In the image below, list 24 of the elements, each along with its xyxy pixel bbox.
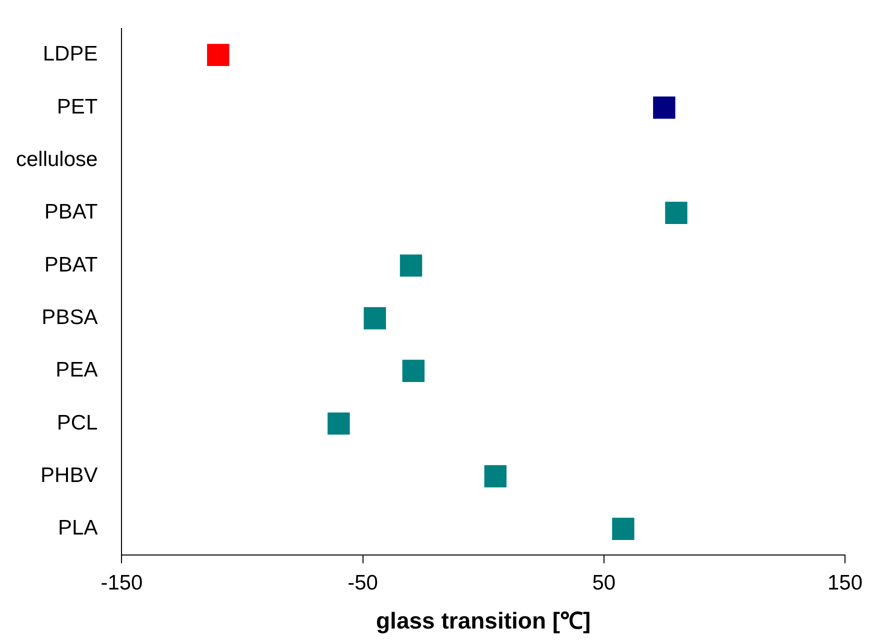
point [665,202,688,224]
x-axis-title: glass transition [℃] [376,608,591,634]
y-tick-label: PEA [56,358,98,382]
y-tick-label: PCL [56,411,98,434]
point [612,518,634,540]
y-tick-label: PBAT [44,253,98,276]
y-tick-label: PBAT [44,200,98,224]
x-tick-label: 50 [592,572,616,595]
y-tick-label: PET [56,95,98,118]
x-tick-label: 150 [827,572,863,595]
y-tick-label: PHBV [40,464,98,488]
y-tick-label: PLA [58,516,98,540]
point [400,254,422,277]
y-tick-label: cellulose [16,148,98,172]
point [484,465,507,488]
x-tick-label: -50 [348,572,378,595]
point [402,360,425,382]
x-tick-label: -150 [100,572,143,595]
point [328,412,350,435]
point [364,307,386,330]
y-tick-label: PBSA [42,306,98,330]
point [207,44,230,66]
y-tick-label: LDPE [42,42,98,66]
point [653,96,676,119]
